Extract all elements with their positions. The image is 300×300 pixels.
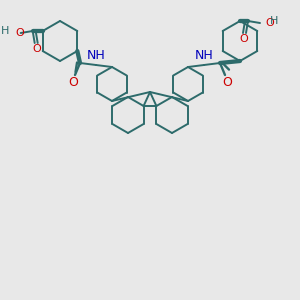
Text: H: H	[270, 16, 278, 26]
Text: NH: NH	[195, 49, 213, 62]
Text: O: O	[32, 44, 41, 54]
Text: NH: NH	[87, 49, 105, 62]
Text: O: O	[265, 18, 274, 28]
Text: O: O	[240, 34, 248, 44]
Text: O: O	[222, 76, 232, 88]
Text: O: O	[68, 76, 78, 88]
Text: O: O	[16, 28, 24, 38]
Text: H: H	[1, 26, 9, 36]
